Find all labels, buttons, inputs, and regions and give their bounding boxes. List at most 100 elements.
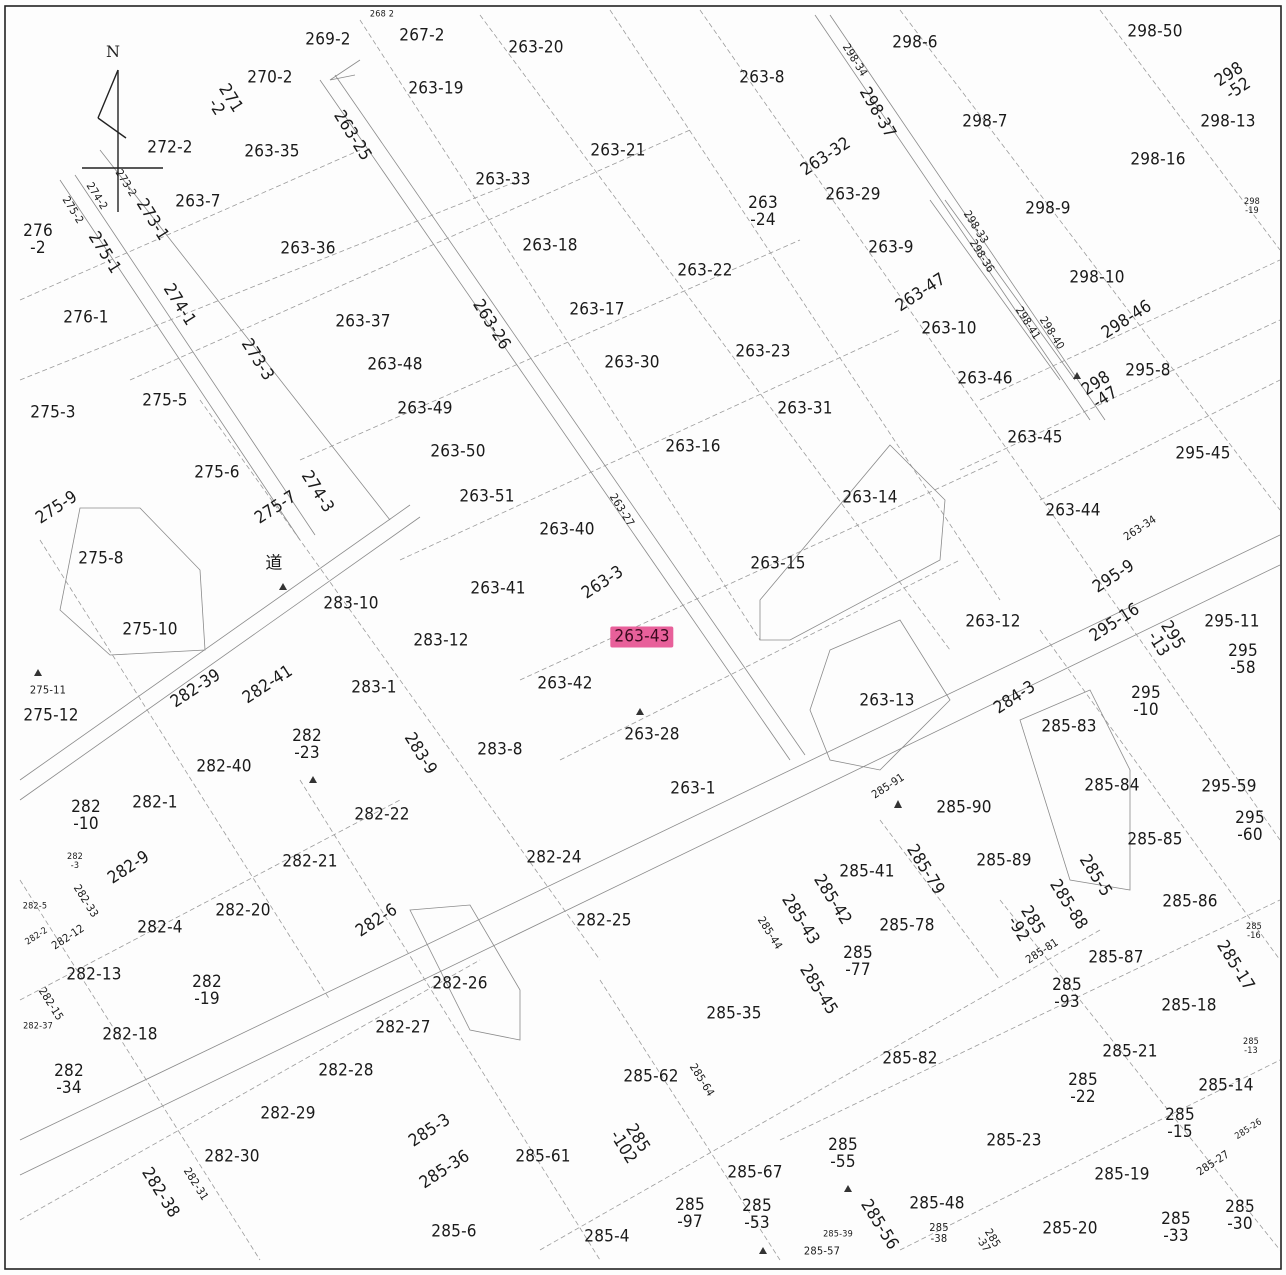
parcel-label: 285-18: [1161, 995, 1217, 1016]
parcel-label: 282-27: [375, 1017, 431, 1038]
parcel-label: 263-17: [569, 299, 625, 320]
north-arrow-icon: [82, 69, 163, 212]
parcel-label: 285-89: [976, 850, 1032, 871]
parcel-label: 263-14: [842, 487, 898, 508]
parcel-label: 283-12: [413, 630, 469, 651]
parcel-label: 285-41: [839, 861, 895, 882]
parcel-label: 285 -93: [1052, 975, 1082, 1012]
parcel-label: 263-33: [475, 169, 531, 190]
parcel-label: 285-67: [727, 1162, 783, 1183]
parcel-label: 285 -97: [675, 1195, 705, 1232]
parcel-label: 263-46: [957, 368, 1013, 389]
parcel-label: 285-62: [623, 1066, 679, 1087]
road-label: 道: [265, 553, 283, 574]
parcel-label: 285-14: [1198, 1075, 1254, 1096]
parcel-label: 282-21: [282, 851, 338, 872]
parcel-label: 282 -10: [71, 797, 101, 834]
parcel-label: 283-8: [477, 739, 523, 760]
parcel-label: 285-19: [1094, 1164, 1150, 1185]
parcel-label: 282-30: [204, 1146, 260, 1167]
parcel-label: 285 -15: [1165, 1105, 1195, 1142]
parcel-label: 263-23: [735, 341, 791, 362]
parcel-label: 285-57: [803, 1244, 841, 1258]
parcel-label: 263-7: [175, 191, 221, 212]
parcel-label: 285 -22: [1068, 1070, 1098, 1107]
parcel-label: 282-29: [260, 1103, 316, 1124]
parcel-label: 285-23: [986, 1130, 1042, 1151]
highlighted-parcel-label: 263-43: [610, 626, 674, 648]
parcel-label: 295 -10: [1131, 683, 1161, 720]
parcel-label: 285-82: [882, 1048, 938, 1069]
parcel-label: 285 -77: [843, 943, 873, 980]
parcel-label: 263-36: [280, 238, 336, 259]
parcel-label: 295 -60: [1235, 808, 1265, 845]
parcel-label: 298-50: [1127, 21, 1183, 42]
parcel-label: 295-59: [1201, 776, 1257, 797]
parcel-label: 285-35: [706, 1003, 762, 1024]
parcel-label: 282-26: [432, 973, 488, 994]
parcel-label: 263-37: [335, 311, 391, 332]
parcel-label: 285-48: [909, 1193, 965, 1214]
parcel-label: 263-45: [1007, 427, 1063, 448]
parcel-label: 263-31: [777, 398, 833, 419]
parcel-label: 298-7: [962, 111, 1008, 132]
parcel-label: 263-20: [508, 37, 564, 58]
parcel-label: 295-8: [1125, 360, 1171, 381]
parcel-label: 263-13: [859, 690, 915, 711]
parcel-label: 263-8: [739, 67, 785, 88]
parcel-label: 285-83: [1041, 716, 1097, 737]
parcel-label: 285 -53: [742, 1196, 772, 1233]
parcel-label: 263-51: [459, 486, 515, 507]
parcel-label: 295 -58: [1228, 641, 1258, 678]
north-label: N: [106, 42, 120, 61]
parcel-label: 285-78: [879, 915, 935, 936]
parcel-label: 298-10: [1069, 267, 1125, 288]
parcel-label: 263-42: [537, 673, 593, 694]
parcel-label: 275-8: [78, 548, 124, 569]
parcel-label: 282-40: [196, 756, 252, 777]
parcel-label: 285-6: [431, 1221, 477, 1242]
parcel-label: 295-11: [1204, 611, 1260, 632]
parcel-label: 272-2: [147, 137, 193, 158]
parcel-label: 275-11: [29, 683, 67, 697]
parcel-label: 285 -55: [828, 1135, 858, 1172]
parcel-label: 263-41: [470, 578, 526, 599]
parcel-label: 285-86: [1162, 891, 1218, 912]
parcel-label: 285-61: [515, 1146, 571, 1167]
parcel-label: 282-28: [318, 1060, 374, 1081]
parcel-label: 282-22: [354, 804, 410, 825]
parcel-label: 298 -19: [1243, 197, 1261, 216]
parcel-label: 282-13: [66, 964, 122, 985]
parcel-label: 263-28: [624, 724, 680, 745]
parcel-label: 283-1: [351, 677, 397, 698]
parcel-label: 285-90: [936, 797, 992, 818]
parcel-label: 275-12: [23, 705, 79, 726]
parcel-label: 282 -19: [192, 972, 222, 1009]
parcel-label: 282-20: [215, 900, 271, 921]
parcel-label: 263-30: [604, 352, 660, 373]
parcel-label: 263-1: [670, 778, 716, 799]
parcel-label: 285-85: [1127, 829, 1183, 850]
parcel-label: 282-25: [576, 910, 632, 931]
parcel-label: 282 -23: [292, 726, 322, 763]
parcel-label: 263-44: [1045, 500, 1101, 521]
parcel-label: 276 -2: [23, 221, 53, 258]
parcel-label: 285 -30: [1225, 1197, 1255, 1234]
parcel-label: 282-18: [102, 1024, 158, 1045]
parcel-label: 269-2: [305, 29, 351, 50]
parcel-label: 268 2: [369, 9, 395, 20]
parcel-label: 263-29: [825, 184, 881, 205]
parcel-label: 263-16: [665, 436, 721, 457]
parcel-label: 275-10: [122, 619, 178, 640]
parcel-label: 298-13: [1200, 111, 1256, 132]
parcel-label: 263-21: [590, 140, 646, 161]
parcel-label: 276-1: [63, 307, 109, 328]
parcel-label: 285 -16: [1245, 922, 1263, 941]
parcel-label: 270-2: [247, 67, 293, 88]
parcel-label: 282 -3: [66, 852, 84, 871]
parcel-label: 295-45: [1175, 443, 1231, 464]
parcel-label: 285-20: [1042, 1218, 1098, 1239]
parcel-label: 298-6: [892, 32, 938, 53]
